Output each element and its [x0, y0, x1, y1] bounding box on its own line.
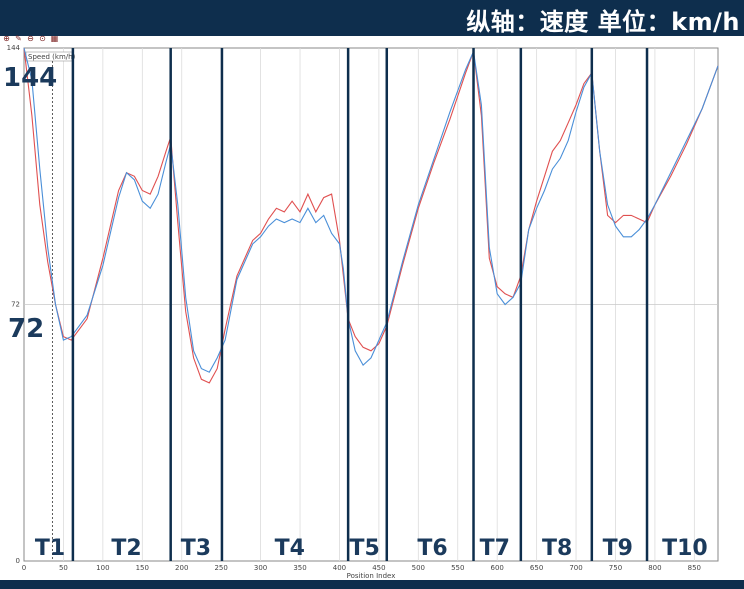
turn-label: T7: [480, 536, 510, 561]
x-tick-label: 550: [451, 564, 464, 572]
x-tick-label: 400: [333, 564, 346, 572]
x-tick-label: 350: [293, 564, 306, 572]
chart-toolbar: ⊕ ✎ ⊖ ⊙ ▦: [0, 34, 59, 44]
x-tick-label: 300: [254, 564, 267, 572]
turn-label: T1: [35, 536, 65, 561]
turn-label: T5: [350, 536, 380, 561]
turn-label: T4: [275, 536, 305, 561]
footer-bar: [0, 580, 744, 589]
x-tick-label: 500: [412, 564, 425, 572]
x-axis-label: Position Index: [347, 572, 396, 580]
x-tick-label: 100: [96, 564, 109, 572]
x-tick-label: 750: [609, 564, 622, 572]
y-annotation-72: 72: [8, 314, 44, 344]
banner-title: 纵轴：速度 单位：km/h: [466, 8, 740, 36]
turn-label: T2: [111, 536, 141, 561]
series-blue-line: [23, 47, 719, 373]
turn-label: T3: [181, 536, 211, 561]
grid-icon[interactable]: ▦: [50, 34, 59, 43]
x-tick-label: 800: [648, 564, 661, 572]
x-tick-label: 450: [372, 564, 385, 572]
title-banner: 纵轴：速度 单位：km/h: [0, 0, 744, 36]
x-tick-label: 850: [688, 564, 701, 572]
y-axis-label: Speed (km/h): [28, 53, 76, 61]
x-tick-label: 650: [530, 564, 543, 572]
turn-label: T8: [542, 536, 572, 561]
zoom-tool-icon[interactable]: ✎: [15, 34, 22, 43]
y-annotation-144: 144: [3, 63, 57, 93]
x-tick-label: 0: [22, 564, 26, 572]
x-tick-label: 150: [136, 564, 149, 572]
x-tick-label: 50: [59, 564, 68, 572]
x-tick-label: 700: [569, 564, 582, 572]
x-tick-label: 200: [175, 564, 188, 572]
zoom-out-icon[interactable]: ⊖: [27, 34, 34, 43]
y-tick-label: 72: [11, 301, 20, 309]
x-tick-label: 250: [214, 564, 227, 572]
turn-label: T6: [417, 536, 447, 561]
turn-label: T9: [603, 536, 633, 561]
y-tick-label: 144: [7, 44, 21, 52]
turn-label: T10: [662, 536, 708, 561]
zoom-in-icon[interactable]: ⊕: [3, 34, 10, 43]
zoom-fit-icon[interactable]: ⊙: [39, 34, 46, 43]
x-tick-label: 600: [490, 564, 503, 572]
y-tick-label: 0: [16, 557, 20, 565]
